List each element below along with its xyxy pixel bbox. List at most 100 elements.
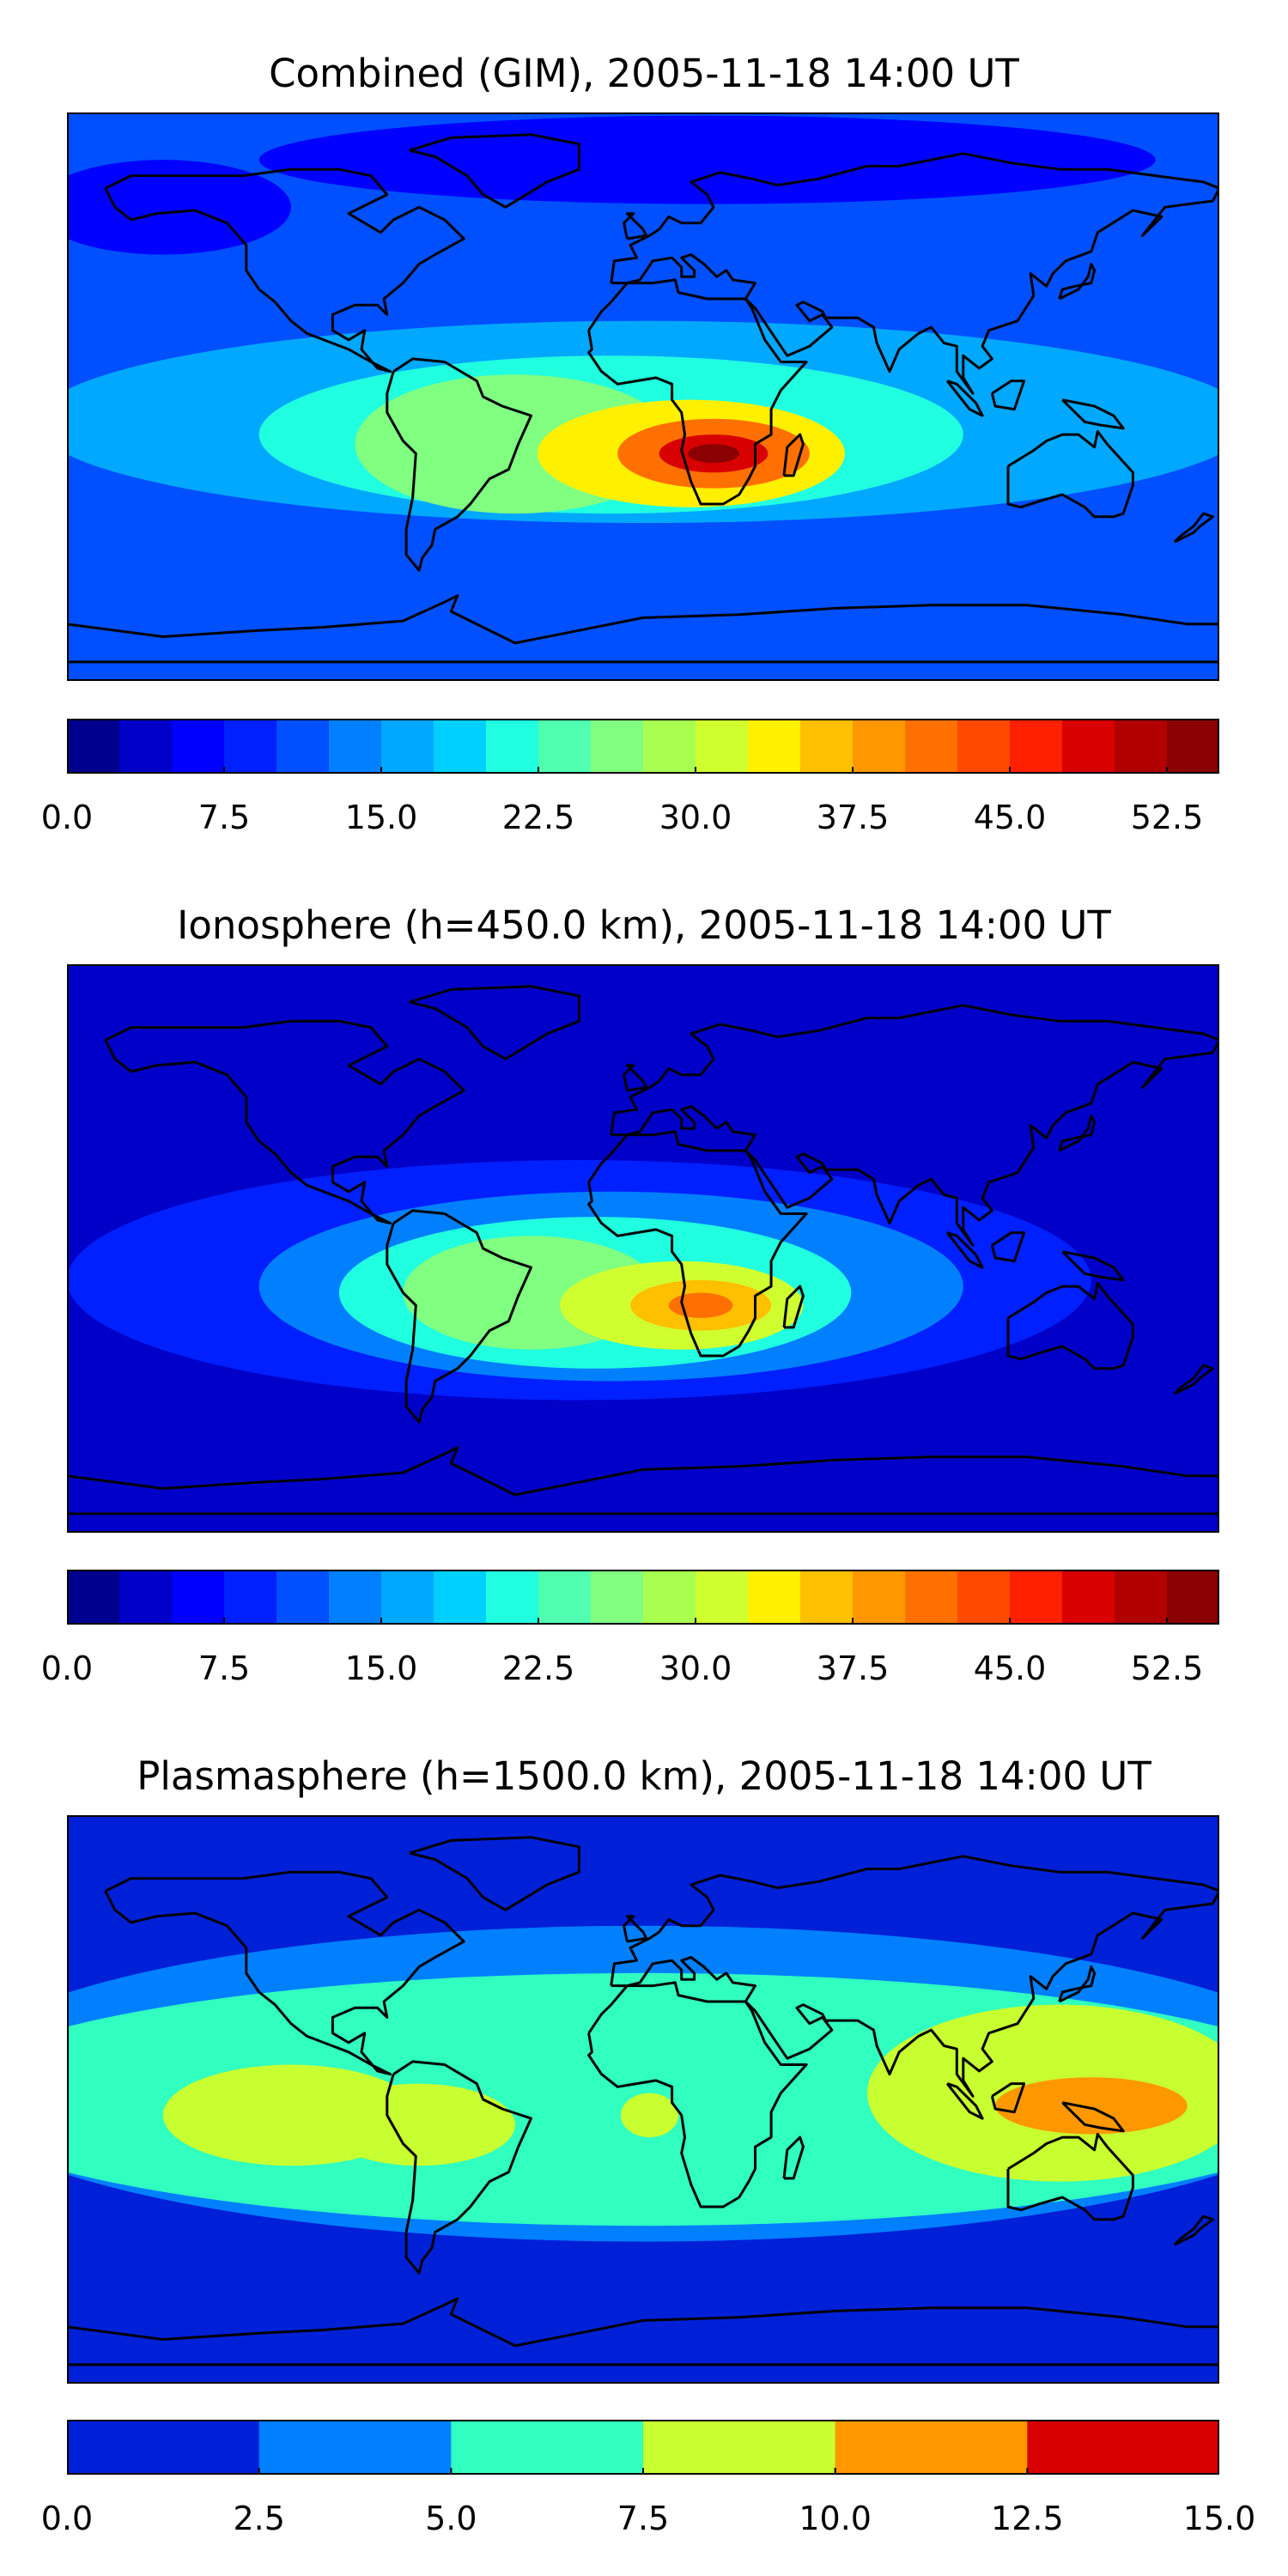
colorbar-tick-label: 5.0 — [425, 2500, 477, 2537]
coastline-africa — [587, 1981, 808, 2208]
plasmasphere-map-svg — [67, 1815, 1219, 2384]
colorbar-tick-label: 7.5 — [197, 1649, 251, 1687]
colorbar-tick-label: 15.0 — [344, 799, 418, 836]
colorbar-tick-label: 22.5 — [501, 799, 575, 836]
plasmasphere-title: Plasmasphere (h=1500.0 km), 2005-11-18 1… — [137, 1753, 1151, 1799]
colorbar-segment — [905, 1570, 958, 1625]
colorbar-segment — [957, 1570, 1011, 1625]
map-frame — [67, 1815, 1219, 2384]
colored-field — [67, 964, 1219, 1533]
colorbar-segment — [1010, 719, 1063, 774]
colorbar-segment — [381, 719, 434, 774]
coastline-borneo — [990, 380, 1026, 411]
ionosphere-map-svg — [67, 964, 1219, 1533]
combined-gim-map-svg — [67, 112, 1219, 681]
colorbar-tick-label: 15.0 — [1182, 2500, 1256, 2537]
coastline-antarctica — [67, 2297, 1219, 2366]
ionosphere-title: Ionosphere (h=450.0 km), 2005-11-18 14:0… — [177, 902, 1111, 948]
colorbar-segment — [276, 1570, 330, 1625]
coastline-north-america — [104, 1870, 465, 2076]
colorbar-tick-label: 45.0 — [973, 1649, 1047, 1687]
colorbar-tick-label: 0.0 — [40, 2500, 94, 2537]
colorbar-segment — [1167, 719, 1220, 774]
ionosphere-colorbar — [66, 1570, 1220, 1625]
coastline-new-guinea — [1061, 1250, 1125, 1282]
plasmasphere-map — [67, 1815, 1219, 2384]
colorbar-segment — [748, 1570, 801, 1625]
colorbar-segment — [329, 719, 382, 774]
coastline-europe-asia — [610, 152, 1219, 395]
colorbar-segment — [486, 1570, 539, 1625]
colorbar-segment — [643, 719, 696, 774]
colorbar-segment — [538, 1570, 592, 1625]
coastline-japan — [1058, 1965, 1097, 2003]
colorbar-tick-label: 0.0 — [40, 1649, 94, 1687]
combined-gim-colorbar-ticks: 0.0 7.5 15.0 22.5 30.0 37.5 45.0 52.5 — [41, 799, 1219, 841]
colorbar-segment — [224, 719, 277, 774]
coastline-africa — [587, 278, 808, 506]
coastline-europe-asia — [610, 1855, 1219, 2098]
colorbar-segment — [800, 1570, 854, 1625]
map-frame — [67, 112, 1219, 681]
coastline-uk — [623, 212, 648, 240]
colorbar-segment — [172, 719, 225, 774]
colorbar-segment — [800, 719, 854, 774]
coastline-south-america — [386, 357, 532, 572]
colorbar-segment — [853, 719, 906, 774]
colorbar-segment — [905, 719, 958, 774]
coastline-borneo — [990, 1231, 1026, 1263]
colorbar-segment — [1010, 1570, 1063, 1625]
colorbar-segment — [1115, 1570, 1168, 1625]
colorbar-segment — [67, 719, 120, 774]
coastline-madagascar — [782, 2136, 805, 2180]
coastline-greenland — [409, 1836, 580, 1911]
colorbar-segment — [381, 1570, 434, 1625]
colorbar-tick-label: 7.5 — [197, 799, 251, 836]
colorbar-segment — [224, 1570, 277, 1625]
coastline-sumatra — [945, 1231, 984, 1269]
colorbar-tick-label: 37.5 — [816, 1649, 890, 1687]
colorbar-tick-label: 30.0 — [659, 799, 732, 836]
colorbar-segment — [119, 1570, 173, 1625]
coastlines — [67, 133, 1219, 664]
coastline-new-guinea — [1061, 398, 1125, 430]
colorbar-tick-label: 52.5 — [1130, 1649, 1204, 1687]
colorbar-segment — [1167, 1570, 1220, 1625]
coastline-sumatra — [945, 380, 984, 417]
colorbar-segment — [957, 719, 1011, 774]
colorbar-tick-label: 30.0 — [659, 1649, 732, 1687]
colorbar-segment — [1115, 719, 1168, 774]
colorbar-segment — [643, 2420, 836, 2475]
colored-field — [67, 1815, 1219, 2384]
colorbar-tick-label: 15.0 — [344, 1649, 418, 1687]
coastline-new-zealand — [1173, 1364, 1214, 1395]
plasmasphere-colorbar-svg — [66, 2420, 1220, 2475]
coastline-south-america — [386, 2060, 532, 2275]
colorbar-segment — [591, 1570, 644, 1625]
coastline-europe-asia — [610, 1004, 1219, 1247]
coastline-new-zealand — [1173, 2215, 1214, 2246]
colorbar-tick-label: 2.5 — [233, 2500, 285, 2537]
colorbar-segment — [643, 1570, 696, 1625]
coastlines — [67, 985, 1219, 1516]
colorbar-segment — [451, 2420, 644, 2475]
field-region-north-atlantic-trough — [258, 115, 1156, 204]
coastline-japan — [1058, 1115, 1097, 1152]
colorbar-segment — [748, 719, 801, 774]
colorbar-segment — [696, 719, 749, 774]
colorbar-frame — [67, 1570, 1219, 1625]
colorbar-segment — [67, 1570, 120, 1625]
coastline-africa — [587, 1130, 808, 1358]
colorbar-segment — [172, 1570, 225, 1625]
colorbar-segment — [591, 719, 644, 774]
coastline-madagascar — [782, 433, 805, 477]
colorbar-segment — [434, 719, 487, 774]
colorbar-segment — [486, 719, 539, 774]
coastline-uk — [623, 1915, 648, 1943]
coastline-new-zealand — [1173, 512, 1214, 544]
colorbar-segment — [538, 719, 592, 774]
combined-gim-map — [67, 112, 1219, 681]
coastline-australia — [1006, 1282, 1134, 1370]
colorbar-segment — [1027, 2420, 1220, 2475]
colorbar-segment — [276, 719, 330, 774]
